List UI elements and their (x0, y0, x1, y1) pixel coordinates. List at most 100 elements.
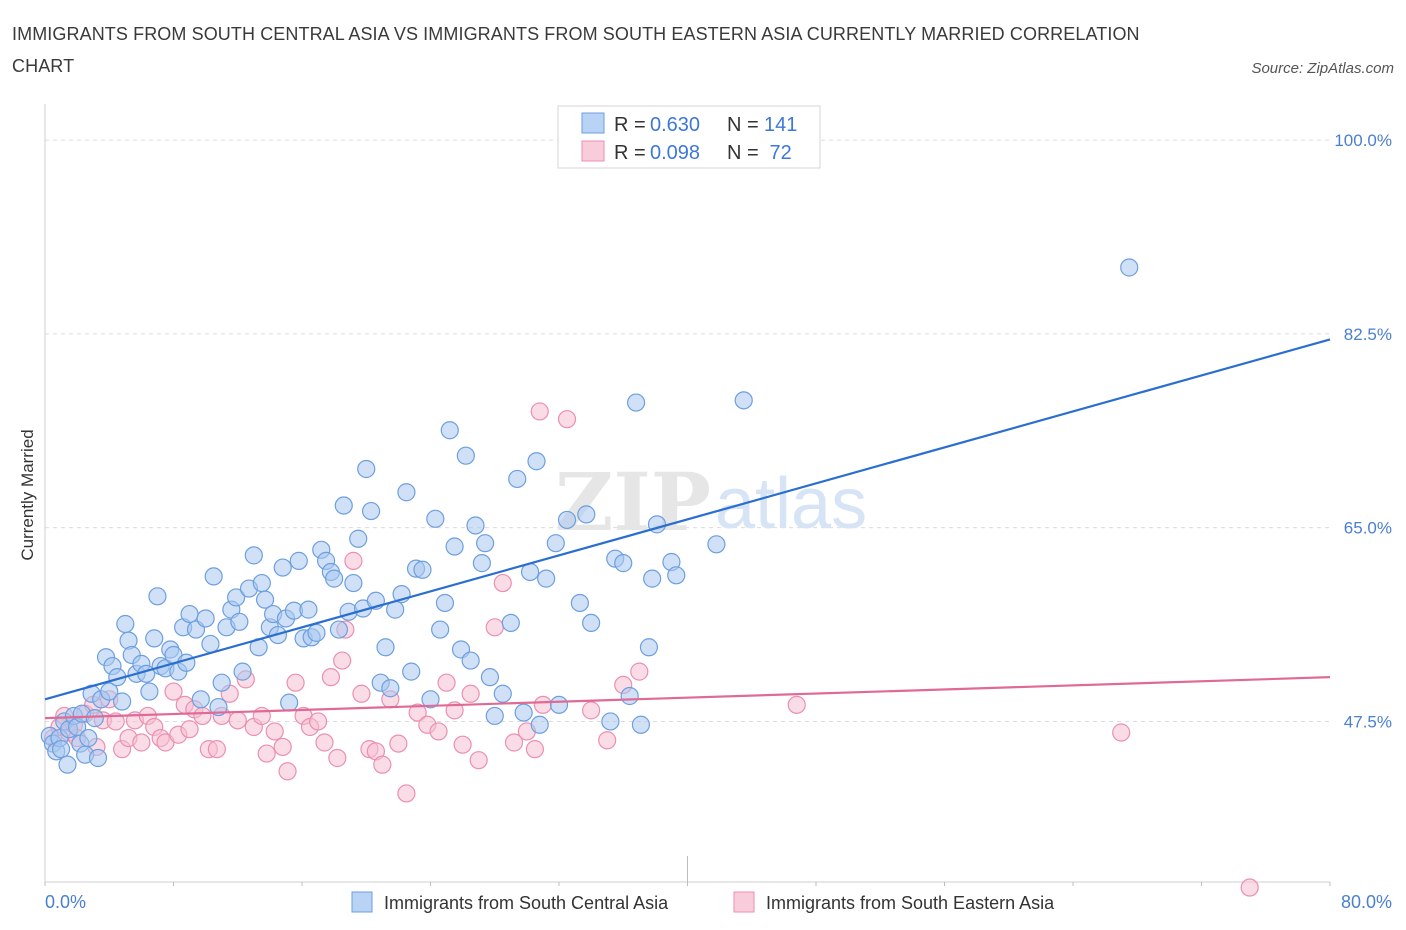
point-south-central-asia (530, 715, 549, 734)
watermark: ZIP atlas (555, 455, 867, 549)
point-south-eastern-asia (598, 731, 617, 750)
point-south-central-asia (667, 566, 686, 585)
point-south-central-asia (461, 651, 480, 670)
stats-n-label-blue: N = (727, 114, 759, 136)
stats-swatch-blue (581, 112, 605, 134)
point-south-central-asia (79, 728, 98, 748)
point-south-central-asia (280, 693, 299, 712)
point-south-eastern-asia (344, 551, 363, 570)
point-south-central-asia (402, 662, 421, 681)
point-south-central-asia (145, 629, 164, 648)
point-south-eastern-asia (493, 573, 512, 593)
point-south-central-asia (557, 510, 577, 530)
point-south-eastern-asia (485, 618, 504, 637)
point-south-eastern-asia (308, 712, 328, 731)
point-south-central-asia (177, 653, 196, 672)
x-tick-label-max: 80.0% (1341, 892, 1392, 912)
point-south-central-asia (349, 529, 368, 548)
point-south-eastern-asia (533, 695, 553, 714)
point-south-central-asia (255, 590, 275, 609)
point-south-eastern-asia (557, 410, 577, 429)
source-credit: Source: ZipAtlas.com (1251, 60, 1394, 77)
point-south-central-asia (196, 609, 215, 628)
point-south-eastern-asia (207, 740, 226, 759)
point-south-central-asia (456, 446, 475, 465)
point-south-central-asia (112, 692, 132, 711)
point-south-central-asia (85, 709, 104, 728)
point-south-eastern-asia (582, 701, 601, 720)
y-axis-title: Currently Married (18, 429, 37, 560)
point-south-central-asia (212, 673, 231, 692)
point-south-central-asia (227, 588, 246, 607)
point-south-central-asia (582, 613, 601, 633)
stats-r-value-blue: 0.630 (650, 114, 700, 136)
point-south-central-asia (230, 612, 249, 631)
legend-label-blue: Immigrants from South Central Asia (384, 893, 669, 913)
point-south-central-asia (116, 614, 135, 634)
point-south-central-asia (577, 505, 596, 524)
stats-n-label-pink: N = (727, 142, 759, 164)
point-south-central-asia (549, 695, 569, 714)
point-south-central-asia (626, 393, 646, 412)
point-south-eastern-asia (180, 720, 199, 739)
point-south-eastern-asia (397, 784, 416, 803)
y-tick-label: 100.0% (1334, 131, 1392, 150)
stats-n-value-pink: 72 (764, 142, 792, 164)
point-south-eastern-asia (286, 673, 305, 692)
point-south-central-asia (620, 686, 639, 706)
x-tick-label-min: 0.0% (45, 892, 86, 912)
point-south-eastern-asia (132, 733, 151, 752)
point-south-eastern-asia (333, 651, 352, 670)
stats-n-value-blue: 141 (764, 114, 797, 136)
point-south-eastern-asia (321, 668, 341, 687)
point-south-central-asia (325, 569, 344, 588)
point-south-central-asia (58, 755, 77, 774)
grid-lines (45, 139, 1330, 722)
trend-line-south-central-asia (44, 338, 1331, 701)
point-south-central-asia (334, 496, 353, 515)
trend-lines (44, 338, 1331, 720)
point-south-eastern-asia (352, 684, 371, 703)
point-south-central-asia (493, 684, 512, 703)
point-south-central-asia (485, 706, 504, 726)
point-south-central-asia (514, 703, 533, 722)
point-south-central-asia (614, 554, 633, 573)
point-south-central-asia (445, 537, 464, 556)
point-south-central-asia (435, 593, 455, 613)
point-south-central-asia (381, 679, 400, 698)
point-south-central-asia (307, 623, 326, 642)
point-south-eastern-asia (630, 662, 649, 681)
point-south-eastern-asia (389, 734, 408, 753)
trend-line-south-eastern-asia (44, 676, 1331, 720)
point-south-eastern-asia (1240, 878, 1259, 897)
point-south-central-asia (631, 715, 651, 734)
point-south-eastern-asia (265, 722, 284, 741)
point-south-eastern-asia (408, 703, 427, 722)
point-south-central-asia (180, 604, 199, 624)
point-south-central-asia (476, 534, 495, 553)
point-south-eastern-asia (787, 695, 806, 714)
point-south-central-asia (413, 560, 432, 579)
point-south-eastern-asia (1112, 723, 1131, 742)
point-south-central-asia (252, 573, 271, 593)
series-legend: Immigrants from South Central Asia Immig… (351, 891, 1055, 913)
chart-title: IMMIGRANTS FROM SOUTH CENTRAL ASIA VS IM… (12, 24, 1140, 76)
point-south-central-asia (472, 554, 491, 573)
point-south-central-asia (570, 593, 589, 613)
point-south-central-asia (329, 620, 349, 639)
data-points (40, 258, 1259, 897)
point-south-central-asia (204, 567, 223, 586)
point-south-central-asia (344, 573, 363, 593)
point-south-eastern-asia (437, 673, 456, 692)
point-south-eastern-asia (373, 755, 392, 774)
axes (44, 104, 1331, 886)
point-south-central-asia (88, 748, 108, 768)
stats-legend: R = 0.630 N = 141 R = 0.098 N = 72 (557, 105, 821, 169)
point-south-eastern-asia (525, 740, 545, 759)
point-south-eastern-asia (228, 711, 247, 730)
point-south-eastern-asia (453, 735, 472, 754)
point-south-central-asia (643, 569, 662, 588)
point-south-central-asia (376, 638, 395, 657)
point-south-central-asia (546, 534, 565, 553)
point-south-central-asia (501, 613, 520, 633)
